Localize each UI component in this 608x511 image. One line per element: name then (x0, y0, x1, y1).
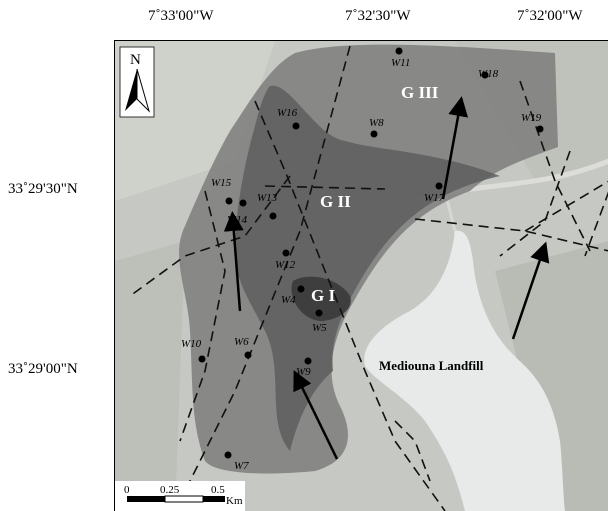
zone-g2-area (235, 85, 500, 451)
scale-bar-segment (127, 496, 165, 502)
north-arrow: N (119, 46, 155, 118)
well-marker (435, 182, 443, 190)
well-marker (198, 355, 206, 363)
fault-lines (129, 45, 608, 511)
well-label: W14 (227, 214, 248, 226)
scale-unit-label: Km (226, 495, 243, 507)
latitude-label-2: 33˚29'00"N (8, 361, 78, 377)
well-label: W5 (312, 322, 327, 334)
well-marker (292, 122, 300, 130)
longitude-label-2: 7˚32'30"W (345, 8, 411, 24)
scale-tick-label: 0 (124, 484, 130, 496)
scale-bar: 0 0.25 0.5 Km (115, 481, 245, 511)
fault-line (129, 175, 291, 297)
zone-label-g2: G II (320, 192, 351, 211)
fault-line (179, 190, 226, 442)
longitude-label-3: 7˚32'00"W (517, 8, 583, 24)
well-label: W13 (257, 192, 278, 204)
fault-line (499, 150, 571, 257)
fault-line (394, 420, 431, 482)
well-marker (224, 451, 232, 459)
well-label: W16 (277, 107, 298, 119)
zone-label-g1: G I (311, 286, 335, 305)
well-marker (244, 351, 252, 359)
well-marker (395, 47, 403, 55)
fault-line (584, 191, 608, 257)
well-marker (282, 249, 290, 257)
latitude-label-1: 33˚29'30"N (8, 181, 78, 197)
wells: W11 W18 W16 W8 W19 W15 W13 W17 W14 W12 W… (181, 47, 544, 472)
well-label: W17 (424, 192, 445, 204)
north-arrow-left (125, 69, 137, 111)
flow-arrow (441, 96, 469, 200)
longitude-label-1: 7˚33'00"W (148, 8, 214, 24)
field-patch (115, 241, 185, 511)
scale-tick-label: 0.5 (211, 484, 225, 496)
well-label: W8 (369, 117, 384, 129)
well-marker (315, 309, 323, 317)
fault-line (264, 185, 386, 190)
well-label: W12 (275, 259, 296, 271)
fault-line (414, 218, 608, 252)
well-marker (370, 130, 378, 138)
scale-tick-label: 0.25 (160, 484, 180, 496)
north-arrow-right (136, 68, 151, 113)
flow-arrow (223, 211, 244, 312)
well-marker (297, 285, 305, 293)
well-label: W18 (478, 68, 499, 80)
well-marker (481, 71, 489, 79)
well-marker (269, 212, 277, 220)
scale-bar-segment (164, 495, 204, 503)
well-label: W9 (296, 366, 311, 378)
north-arrow-label: N (130, 52, 141, 68)
well-label: W10 (181, 338, 202, 350)
well-label: W7 (234, 460, 249, 472)
map-frame: G III G II G I Mediouna Landfill W11 W18… (114, 40, 608, 511)
well-marker (225, 197, 233, 205)
fault-line (519, 80, 591, 252)
well-marker (239, 199, 247, 207)
well-label: W19 (521, 112, 542, 124)
landfill-area (364, 230, 565, 511)
scale-bar-segment (203, 496, 225, 502)
well-marker (304, 357, 312, 365)
well-label: W15 (211, 177, 232, 189)
zone-g1-area (291, 276, 351, 321)
landfill-label: Mediouna Landfill (379, 358, 484, 373)
flow-arrow (293, 370, 339, 460)
well-label: W11 (391, 57, 410, 69)
well-marker (536, 125, 544, 133)
zone-label-g3: G III (401, 83, 439, 102)
flow-arrows (223, 96, 550, 460)
map-svg: G III G II G I Mediouna Landfill W11 W18… (115, 41, 608, 511)
well-label: W4 (281, 294, 296, 306)
well-label: W6 (234, 336, 249, 348)
flow-arrow (511, 241, 550, 340)
fault-line (174, 45, 351, 511)
